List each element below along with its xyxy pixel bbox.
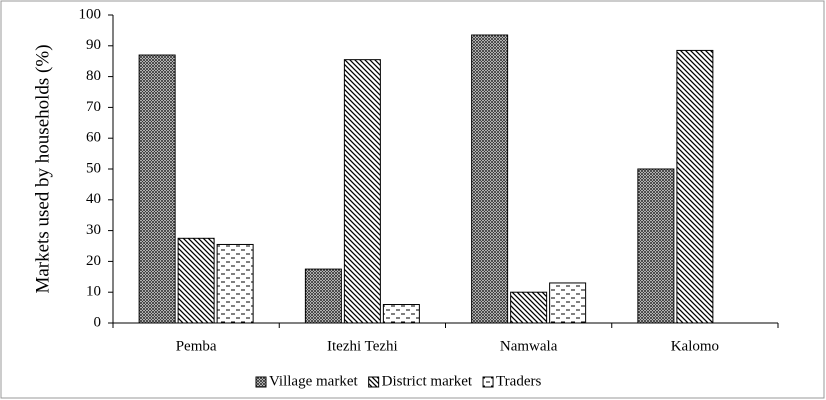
bar bbox=[676, 49, 714, 324]
x-tick-label: Kalomo bbox=[671, 338, 719, 354]
bar bbox=[343, 59, 381, 324]
bar bbox=[304, 268, 342, 324]
x-tick-label: Itezhi Tezhi bbox=[327, 338, 398, 354]
bar bbox=[471, 34, 509, 324]
legend-label: Traders bbox=[496, 373, 541, 389]
legend-label: Village market bbox=[269, 373, 358, 389]
bar bbox=[138, 54, 176, 324]
x-tick-label: Pemba bbox=[176, 338, 217, 354]
legend-label: District market bbox=[382, 373, 473, 389]
y-tick-label: 60 bbox=[86, 130, 101, 146]
y-tick-label: 10 bbox=[86, 284, 101, 300]
y-tick-label: 40 bbox=[86, 191, 101, 207]
y-tick-label: 70 bbox=[86, 99, 101, 115]
bar bbox=[549, 282, 587, 324]
bar bbox=[382, 304, 420, 324]
x-tick-label: Namwala bbox=[500, 338, 558, 354]
y-tick-label: 100 bbox=[79, 6, 102, 22]
bar bbox=[216, 243, 254, 324]
y-tick-label: 80 bbox=[86, 68, 101, 84]
y-tick-label: 20 bbox=[86, 253, 101, 269]
legend-swatch bbox=[255, 376, 267, 388]
y-tick-label: 0 bbox=[94, 314, 102, 330]
y-tick-label: 90 bbox=[86, 37, 101, 53]
legend-swatch bbox=[482, 376, 494, 388]
y-axis-label: Markets used by households (%) bbox=[32, 44, 53, 293]
bar bbox=[177, 237, 215, 324]
y-tick-label: 50 bbox=[86, 160, 101, 176]
y-tick-label: 30 bbox=[86, 222, 101, 238]
bar bbox=[637, 168, 675, 324]
bar bbox=[510, 291, 548, 324]
legend-swatch bbox=[368, 376, 380, 388]
